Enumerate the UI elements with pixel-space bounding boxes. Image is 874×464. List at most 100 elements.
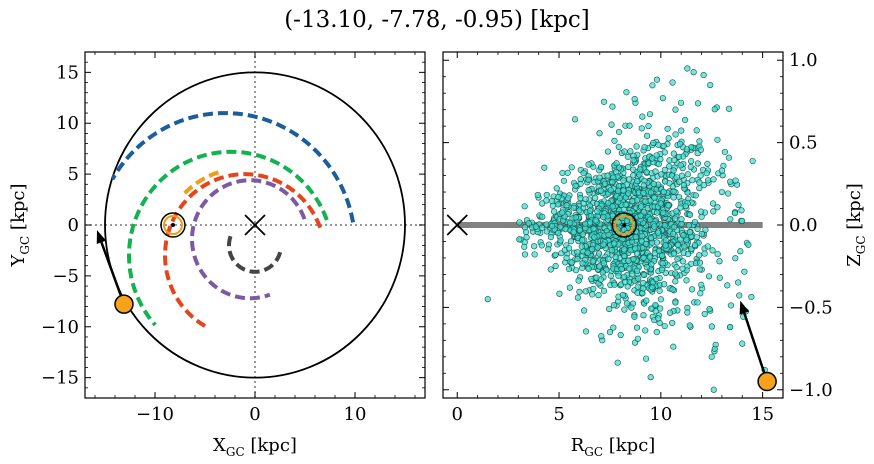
scatter-point bbox=[595, 292, 602, 299]
scatter-point bbox=[640, 189, 647, 197]
scatter-point bbox=[670, 230, 677, 237]
scatter-point bbox=[680, 182, 688, 189]
scatter-point bbox=[604, 172, 611, 179]
scatter-point bbox=[591, 234, 598, 241]
scatter-point bbox=[631, 313, 638, 320]
scatter-point bbox=[628, 271, 636, 278]
scatter-point bbox=[653, 329, 660, 336]
scatter-point bbox=[594, 208, 601, 215]
scatter-point bbox=[674, 241, 682, 249]
scatter-point bbox=[632, 245, 639, 252]
scatter-point bbox=[664, 125, 671, 132]
scatter-point bbox=[543, 191, 550, 199]
scatter-point bbox=[698, 230, 705, 238]
scatter-point bbox=[584, 249, 591, 256]
scatter-point bbox=[547, 266, 554, 273]
scatter-point bbox=[697, 172, 704, 179]
scatter-point bbox=[571, 116, 579, 123]
scatter-point bbox=[683, 146, 690, 153]
scatter-point bbox=[637, 166, 644, 173]
scatter-point bbox=[596, 263, 603, 270]
scatter-point bbox=[650, 181, 657, 188]
scatter-point bbox=[607, 272, 614, 279]
scatter-point bbox=[600, 260, 607, 267]
scatter-point bbox=[721, 148, 729, 156]
scatter-point bbox=[636, 171, 643, 178]
scatter-point bbox=[685, 222, 693, 229]
scatter-point bbox=[539, 213, 546, 220]
scatter-point bbox=[666, 309, 674, 316]
scatter-point bbox=[557, 223, 564, 230]
scatter-point bbox=[665, 202, 672, 209]
scatter-point bbox=[670, 150, 677, 157]
sun-outer-ring bbox=[611, 212, 637, 238]
scatter-point bbox=[691, 218, 699, 226]
left-panel-xy: −10 0 10 −15 −10 −5 0 5 10 15 XGC [kpc] YGC [kpc] bbox=[8, 51, 426, 459]
scatter-point bbox=[611, 137, 618, 144]
scatter-point bbox=[634, 267, 641, 274]
scatter-point bbox=[655, 315, 662, 322]
scatter-point bbox=[658, 171, 665, 178]
right-panel-rz: 0 5 10 15 −1.0 −0.5 0.0 0.5 1.0 RGC [kpc] ZGC [k… bbox=[442, 50, 868, 459]
scatter-point bbox=[671, 215, 679, 222]
spiral-arm-2 bbox=[127, 149, 329, 327]
left-ytick-label: −5 bbox=[52, 266, 79, 287]
scatter-point bbox=[659, 252, 666, 259]
scatter-point bbox=[739, 340, 746, 347]
scatter-point bbox=[648, 305, 655, 312]
scatter-point bbox=[570, 204, 577, 211]
scatter-point bbox=[605, 231, 612, 238]
scatter-point bbox=[555, 229, 562, 237]
scatter-point bbox=[691, 242, 698, 249]
scatter-point bbox=[585, 176, 592, 183]
left-xtick-label: 0 bbox=[249, 404, 260, 425]
scatter-point bbox=[641, 271, 648, 279]
scatter-point bbox=[574, 294, 582, 301]
scatter-point bbox=[521, 251, 529, 258]
sun-inner-ring bbox=[614, 215, 635, 235]
scatter-point bbox=[629, 198, 636, 205]
right-xtick-label: 15 bbox=[751, 404, 774, 425]
scatter-point bbox=[726, 324, 734, 331]
scatter-point bbox=[745, 241, 752, 248]
scatter-point bbox=[652, 301, 659, 309]
scatter-point bbox=[639, 233, 646, 240]
scatter-point bbox=[642, 355, 650, 362]
scatter-point bbox=[651, 223, 658, 230]
scatter-point bbox=[674, 255, 681, 263]
scatter-point bbox=[688, 158, 695, 165]
scatter-point bbox=[642, 327, 649, 334]
scatter-point bbox=[616, 195, 624, 202]
right-ytick-label: 1.0 bbox=[789, 50, 818, 71]
scatter-point bbox=[642, 240, 650, 248]
scatter-point bbox=[640, 254, 647, 262]
boundary-circle bbox=[104, 71, 406, 379]
scatter-point bbox=[633, 143, 640, 150]
spiral-arm-4 bbox=[190, 178, 307, 301]
scatter-point bbox=[525, 220, 532, 227]
scatter-point bbox=[670, 194, 677, 201]
scatter-point bbox=[653, 76, 661, 83]
scatter-point bbox=[617, 331, 624, 339]
scatter-point bbox=[684, 309, 691, 316]
scatter-point bbox=[645, 122, 652, 130]
scatter-point bbox=[696, 252, 703, 259]
sun-dot bbox=[171, 223, 175, 227]
scatter-point bbox=[624, 153, 631, 161]
gc-stroke-b bbox=[244, 214, 266, 236]
scatter-point bbox=[696, 138, 703, 145]
scatter-point bbox=[600, 241, 607, 248]
scatter-point bbox=[589, 291, 596, 298]
scatter-point bbox=[710, 176, 717, 183]
scatter-point bbox=[642, 198, 649, 205]
scatter-point bbox=[566, 284, 573, 291]
scatter-point bbox=[684, 251, 692, 258]
scatter-point bbox=[647, 189, 655, 196]
scatter-point bbox=[600, 213, 607, 221]
scatter-point bbox=[559, 209, 566, 216]
scatter-point bbox=[590, 285, 597, 292]
scatter-point bbox=[661, 322, 668, 330]
scatter-point bbox=[552, 251, 559, 258]
scatter-point bbox=[661, 178, 669, 185]
scatter-point bbox=[647, 216, 654, 223]
